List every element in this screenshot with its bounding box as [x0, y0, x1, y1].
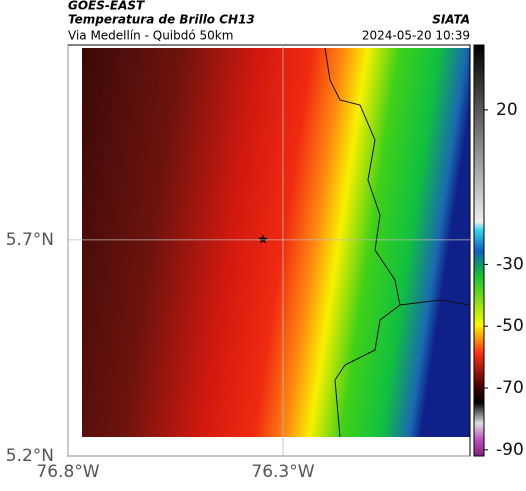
colorbar-tick-label: -50: [496, 316, 524, 336]
brightness-image: [82, 48, 470, 437]
subtitle: Via Medellín - Quibdó 50km: [68, 29, 233, 43]
timestamp: 2024-05-20 10:39: [362, 29, 470, 43]
y-tick-label: 5.2°N: [6, 446, 54, 466]
x-tick-label: 76.8°W: [36, 462, 99, 482]
colorbar-tick-label: -70: [496, 378, 524, 398]
border-line: [324, 47, 471, 438]
satellite: GOES-EAST: [68, 0, 145, 13]
colorbar-tick-label: 20: [496, 100, 518, 120]
colorbar-tick-label: -30: [496, 254, 524, 274]
x-tick-label: 76.3°W: [251, 462, 314, 482]
title: Temperatura de Brillo CH13: [68, 13, 255, 27]
y-tick-label: 5.7°N: [6, 230, 54, 250]
brand: SIATA: [432, 13, 470, 27]
colorbar-tick-label: -90: [496, 440, 524, 460]
colorbar: [473, 44, 485, 457]
